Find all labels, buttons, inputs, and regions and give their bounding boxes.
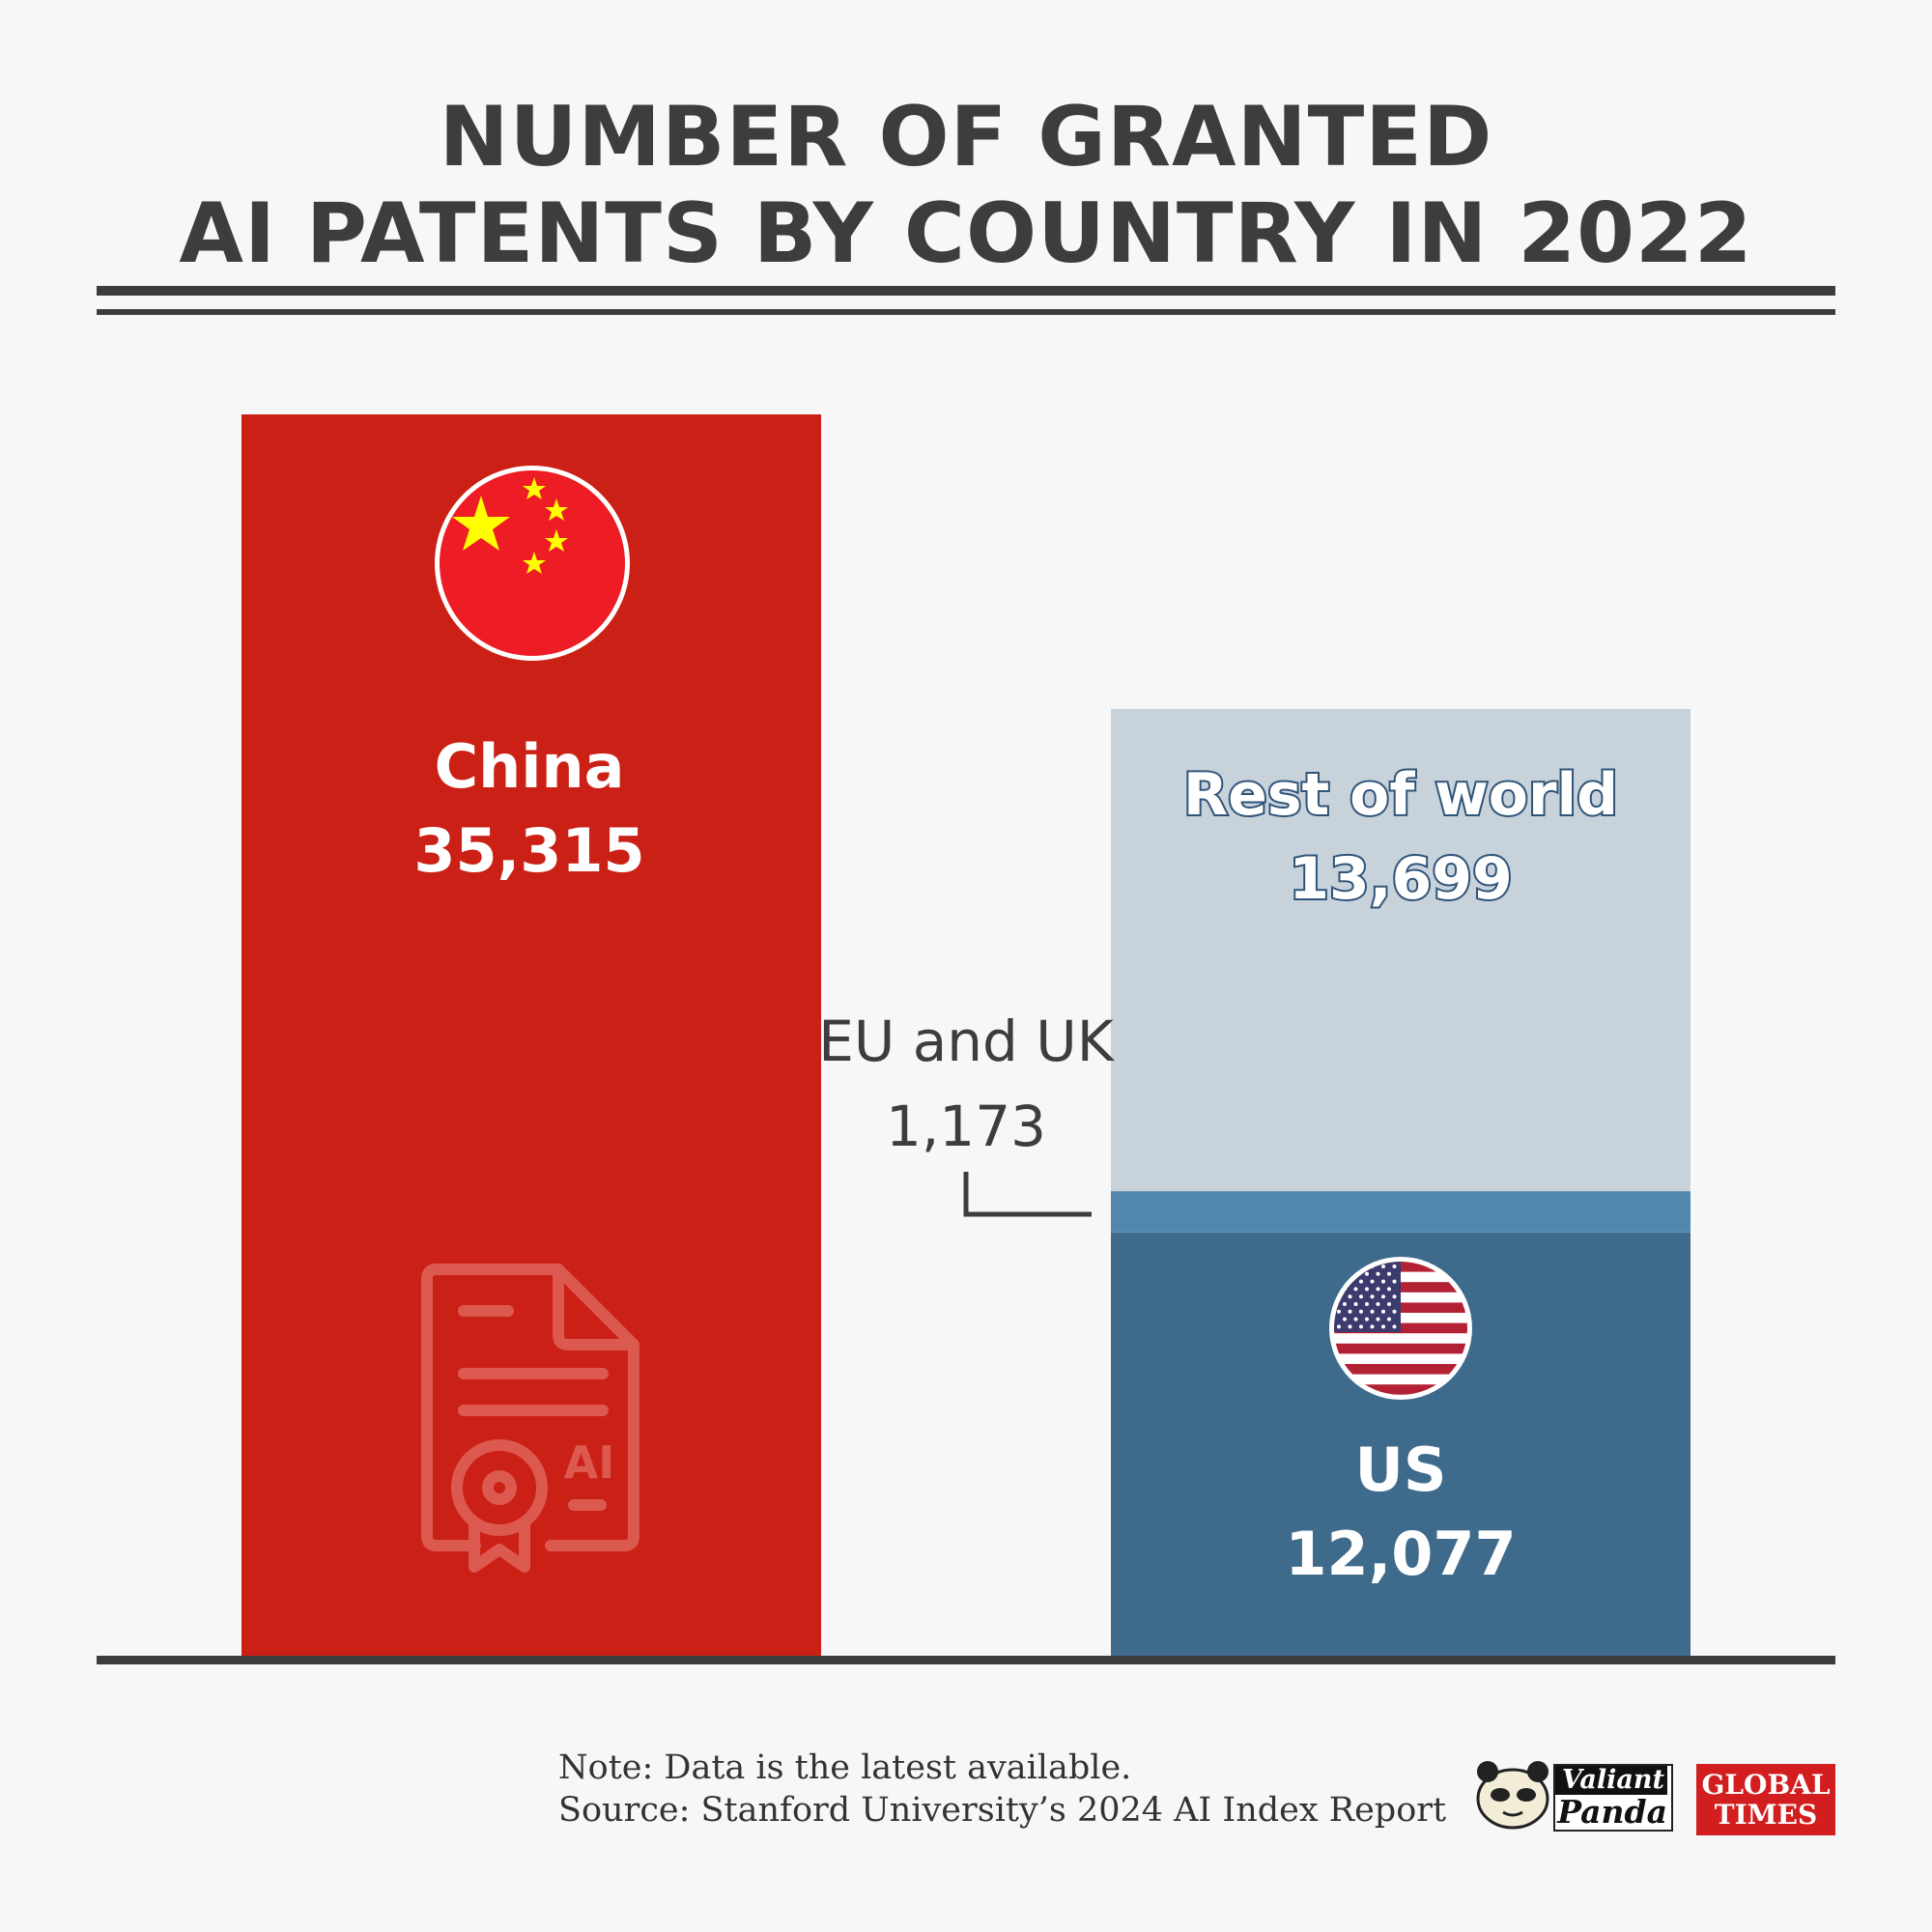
segment-value-china: 35,315 xyxy=(413,815,644,886)
us-flag-star-icon xyxy=(1381,1309,1385,1314)
us-flag-star-icon xyxy=(1359,1279,1363,1284)
title-rule-thin xyxy=(97,309,1835,315)
eu-uk-annotation: EU and UK 1,173 xyxy=(818,1009,1116,1217)
title-rule-thick xyxy=(97,286,1835,296)
us-flag-star-icon xyxy=(1376,1271,1380,1276)
global-times-logo: GLOBAL TIMES xyxy=(1696,1764,1835,1835)
footer-source: Source: Stanford University’s 2024 AI In… xyxy=(558,1791,1447,1830)
flag-star-icon xyxy=(523,477,546,499)
chart-title-line1: NUMBER OF GRANTED xyxy=(439,89,1493,185)
flag-star-icon xyxy=(452,496,510,551)
panda-text: Panda xyxy=(1557,1793,1667,1831)
us-flag-star-icon xyxy=(1353,1317,1358,1321)
global-text: GLOBAL xyxy=(1701,1769,1831,1801)
us-flag-star-icon xyxy=(1365,1271,1369,1276)
chart-title-line2: AI PATENTS BY COUNTRY IN 2022 xyxy=(179,185,1753,282)
times-text: TIMES xyxy=(1714,1799,1818,1831)
watermark-ai-text: AI xyxy=(564,1436,615,1489)
us-flag-icon xyxy=(1329,1257,1472,1400)
bar-segment-eu-and-uk xyxy=(1111,1191,1690,1233)
panda-logo-icon xyxy=(1476,1761,1549,1830)
footer: Note: Data is the latest available. Sour… xyxy=(558,1747,1446,1832)
us-flag-star-icon xyxy=(1348,1294,1352,1299)
valiant-text: Valiant xyxy=(1555,1766,1667,1795)
us-flag-star-icon xyxy=(1387,1271,1391,1276)
us-flag-star-icon xyxy=(1359,1294,1363,1299)
us-flag-star-icon xyxy=(1381,1279,1385,1284)
us-flag-star-icon xyxy=(1365,1317,1369,1321)
us-flag-star-icon xyxy=(1343,1302,1347,1306)
chart-baseline xyxy=(97,1656,1835,1664)
us-flag-star-icon xyxy=(1376,1287,1380,1292)
us-flag-star-icon xyxy=(1376,1302,1380,1306)
us-flag-star-icon xyxy=(1337,1324,1341,1329)
us-flag-star-icon xyxy=(1359,1324,1363,1329)
us-flag-star-icon xyxy=(1359,1309,1363,1314)
us-flag-star-icon xyxy=(1387,1287,1391,1292)
bar-segment-rest-of-world xyxy=(1111,708,1690,1192)
flag-star-icon xyxy=(545,498,568,521)
bars-layer xyxy=(242,414,1690,1658)
us-flag-star-icon xyxy=(1348,1309,1352,1314)
us-flag-star-icon xyxy=(1376,1317,1380,1321)
us-flag-star-icon xyxy=(1381,1324,1385,1329)
footer-note: Note: Data is the latest available. xyxy=(558,1748,1132,1787)
segment-value-eu-uk: 1,173 xyxy=(886,1094,1046,1159)
us-flag-star-icon xyxy=(1343,1317,1347,1321)
segment-label-china: China xyxy=(435,731,625,802)
us-flag-star-icon xyxy=(1392,1324,1397,1329)
us-flag-star-icon xyxy=(1353,1302,1358,1306)
us-flag-star-icon xyxy=(1392,1309,1397,1314)
valiant-panda-logo: Valiant Panda xyxy=(1553,1764,1673,1832)
chart-title: NUMBER OF GRANTED AI PATENTS BY COUNTRY … xyxy=(0,89,1932,282)
us-flag-star-icon xyxy=(1365,1287,1369,1292)
us-flag-star-icon xyxy=(1387,1302,1391,1306)
segment-value-us: 12,077 xyxy=(1285,1519,1516,1589)
segment-label-rest-of-world: Rest of world xyxy=(1183,761,1618,829)
us-flag-star-icon xyxy=(1392,1294,1397,1299)
us-flag-star-icon xyxy=(1348,1324,1352,1329)
us-flag-star-icon xyxy=(1353,1287,1358,1292)
us-flag-star-icon xyxy=(1387,1317,1391,1321)
us-flag-star-icon xyxy=(1381,1264,1385,1268)
ai-patent-certificate-icon: AI xyxy=(421,1264,639,1573)
flag-star-icon xyxy=(523,552,546,574)
us-flag-star-icon xyxy=(1365,1302,1369,1306)
us-flag-star-icon xyxy=(1370,1294,1375,1299)
segment-value-rest-of-world: 13,699 xyxy=(1289,845,1513,913)
us-flag-star-icon xyxy=(1337,1309,1341,1314)
segment-label-eu-uk: EU and UK xyxy=(818,1009,1116,1074)
us-flag-star-icon xyxy=(1392,1279,1397,1284)
us-flag-star-icon xyxy=(1392,1264,1397,1268)
flag-star-icon xyxy=(545,529,568,552)
us-flag-star-icon xyxy=(1381,1294,1385,1299)
us-flag-star-icon xyxy=(1370,1279,1375,1284)
segment-label-us: US xyxy=(1355,1435,1447,1505)
china-flag-icon xyxy=(435,466,630,661)
us-flag-star-icon xyxy=(1370,1309,1375,1314)
us-flag-star-icon xyxy=(1370,1324,1375,1329)
